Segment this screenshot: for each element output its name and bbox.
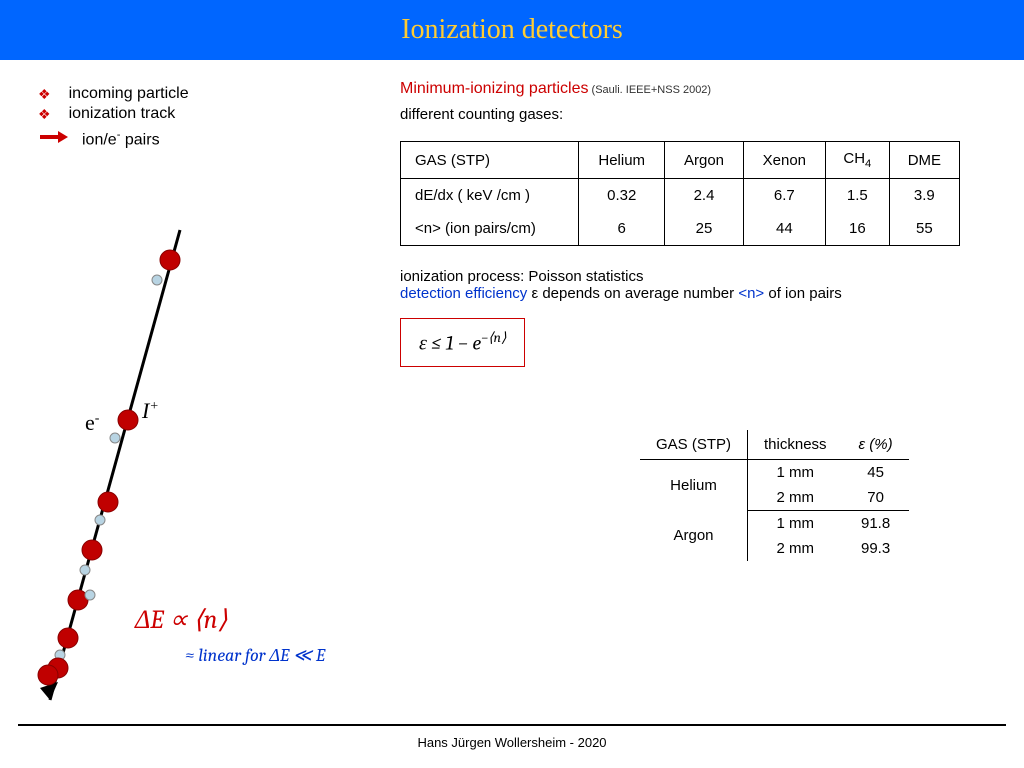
table-header-row: GAS (STP) Helium Argon Xenon CH4 DME <box>401 142 960 179</box>
delta-e-equation: ΔE ∝ ⟨n⟩ <box>135 605 228 635</box>
bullet-text: ionization track <box>69 105 176 123</box>
table-row: dE/dx ( keV /cm ) 0.322.4 6.71.5 3.9 <box>401 179 960 213</box>
table-row: Helium1 mm45 <box>640 460 909 486</box>
mip-heading: Minimum-ionizing particles (Sauli. IEEE+… <box>400 80 994 98</box>
poisson-text: ionization process: Poisson statistics d… <box>400 268 994 302</box>
bullet-text: ion/e- pairs <box>82 129 160 149</box>
e-minus-label: e- <box>85 410 100 435</box>
slide-title: Ionization detectors <box>401 14 623 46</box>
content-area: ❖ incoming particle ❖ ionization track i… <box>0 60 1024 171</box>
slide-header: Ionization detectors <box>0 0 1024 60</box>
gas-properties-table: GAS (STP) Helium Argon Xenon CH4 DME dE/… <box>400 141 960 246</box>
linear-approx-equation: ≈ linear for ΔE ≪ E <box>185 645 325 666</box>
table-row: <n> (ion pairs/cm) 625 4416 55 <box>401 212 960 246</box>
gases-subheading: different counting gases: <box>400 106 994 123</box>
table-header-row: GAS (STP) thickness ε (%) <box>640 430 909 460</box>
right-column: Minimum-ionizing particles (Sauli. IEEE+… <box>400 80 994 367</box>
footer-divider <box>18 724 1006 726</box>
ionization-track-diagram: e- I+ <box>30 220 200 725</box>
footer-text: Hans Jürgen Wollersheim - 2020 <box>0 735 1024 750</box>
i-plus-label: I+ <box>141 398 159 423</box>
efficiency-table: GAS (STP) thickness ε (%) Helium1 mm45 2… <box>640 430 909 561</box>
table-row: Argon1 mm91.8 <box>640 511 909 537</box>
efficiency-formula: ε ≤ 1 − e−⟨n⟩ <box>400 318 525 367</box>
arrow-icon <box>40 130 68 148</box>
bullet-text: incoming particle <box>69 85 189 103</box>
diamond-bullet-icon: ❖ <box>38 86 51 103</box>
diamond-bullet-icon: ❖ <box>38 106 51 123</box>
